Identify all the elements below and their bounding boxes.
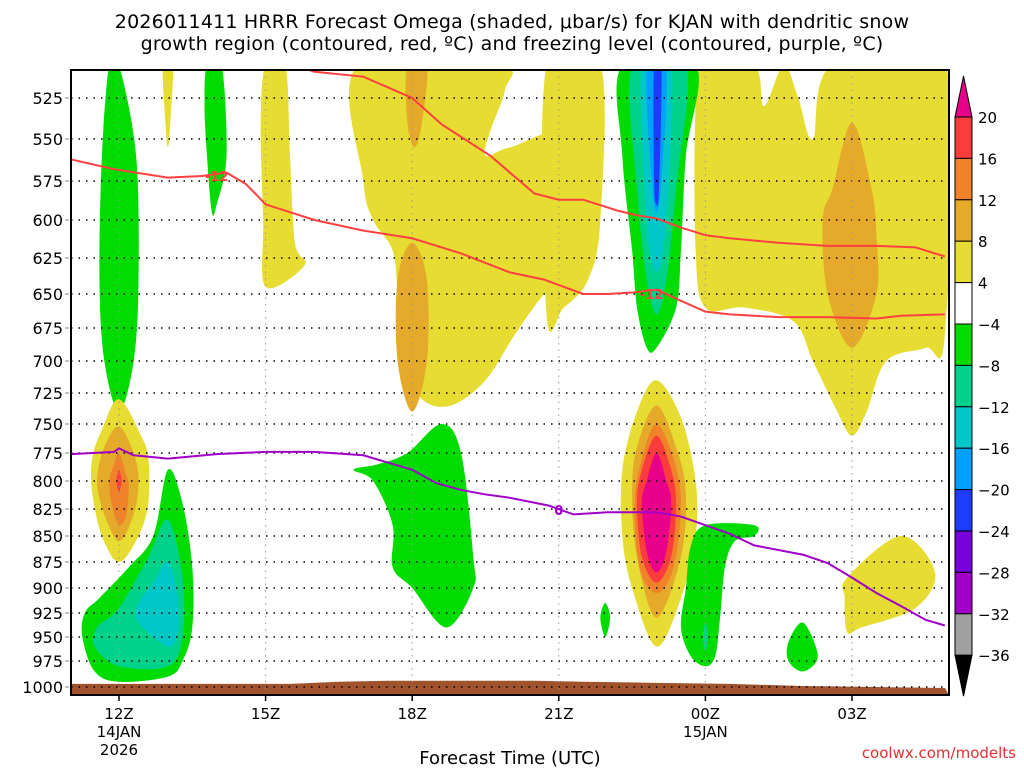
omega-region-green-0015 [680, 523, 759, 667]
y-tick-label-525: 525 [32, 89, 63, 108]
x-tick-date-12Z: 14JAN [97, 723, 142, 741]
y-tick-label-950: 950 [32, 628, 63, 647]
omega-region-yellow-0300-low [842, 535, 936, 635]
y-tick-label-700: 700 [32, 352, 63, 371]
freezing-contour-label: 0 [554, 504, 563, 519]
colorbar-label-4: 4 [978, 275, 988, 293]
colorbar-label-7: −12 [978, 399, 1010, 417]
contour-freezing-level [71, 447, 946, 627]
colorbar-label-1: 16 [978, 150, 997, 168]
contour-dgz-lower [306, 70, 946, 258]
y-tick-label-925: 925 [32, 604, 63, 623]
terrain-fill [71, 680, 949, 695]
omega-region-orange-18z [395, 242, 429, 412]
colorbar-swatch-12_16 [954, 157, 973, 201]
dgz-contour-label-0: -12 [205, 170, 229, 185]
colorbar-swatch-16_20 [954, 116, 973, 159]
y-tick-label-825: 825 [32, 500, 63, 519]
x-tick-label-12Z: 12Z [104, 705, 133, 723]
y-tick-label-625: 625 [32, 249, 63, 268]
credit-text: coolwx.com/modelts [862, 744, 1016, 762]
colorbar-label-12: −32 [978, 606, 1010, 624]
omega-region-darkblue-column-2330 [653, 70, 662, 207]
colorbar-label-3: 8 [978, 233, 988, 251]
colorbar-label-10: −24 [978, 523, 1010, 541]
colorbar-top-arrow [954, 75, 973, 118]
terrain-layer [71, 680, 949, 695]
colorbar-swatch-4_8 [954, 240, 973, 284]
y-tick-label-800: 800 [32, 472, 63, 491]
y-tick-label-775: 775 [32, 444, 63, 463]
omega-region-yellow-right-upper [694, 70, 949, 436]
y-tick-label-900: 900 [32, 579, 63, 598]
y-tick-label-1000: 1000 [22, 678, 63, 697]
colorbar-label-2: 12 [978, 192, 997, 210]
y-tick-label-675: 675 [32, 319, 63, 338]
y-tick-label-575: 575 [32, 172, 63, 191]
colorbar-swatch-m4_4 [954, 282, 973, 325]
omega-region-orange-top-17z [405, 70, 428, 148]
omega-region-yellow-sliver-13z [162, 70, 174, 148]
colorbar-label-5: −4 [978, 316, 1000, 334]
contour-dgz-upper [71, 158, 945, 320]
y-tick-label-550: 550 [32, 130, 63, 149]
y-tick-label-650: 650 [32, 285, 63, 304]
colorbar-swatch-8_12 [954, 199, 973, 242]
omega-shading-layer [81, 70, 949, 682]
y-tick-label-600: 600 [32, 211, 63, 230]
colorbar-label-11: −28 [978, 564, 1010, 582]
x-tick-label-15Z: 15Z [251, 705, 280, 723]
colorbar-swatch-m32_m28 [954, 571, 973, 615]
colorbar-swatch-m12_m8 [954, 364, 973, 408]
colorbar-swatch-m36_m32 [954, 613, 973, 656]
colorbar-bottom-arrow [954, 654, 973, 697]
colorbar-swatch-m28_m24 [954, 530, 973, 573]
colorbar: 20 16 12 8 4 −4 −8 −12 −16 −20 −24 −28 −32 −36 [954, 75, 1010, 697]
omega-region-cyan-13z-low [135, 561, 179, 647]
x-tick-label-21Z: 21Z [544, 705, 573, 723]
omega-region-yellow-20z-21z [541, 70, 605, 332]
omega-region-green-18z-19z [353, 424, 476, 628]
omega-region-green-column-12z [99, 70, 139, 412]
chart-title-line-2: growth region (contoured, red, ºC) and f… [140, 33, 884, 55]
y-tick-label-875: 875 [32, 553, 63, 572]
x-tick-label-18Z: 18Z [398, 705, 427, 723]
y-tick-label-725: 725 [32, 384, 63, 403]
omega-region-orange-right-03z [822, 122, 879, 348]
colorbar-label-8: −16 [978, 440, 1010, 458]
colorbar-swatch-m24_m20 [954, 489, 973, 532]
omega-region-yellow-15z [260, 70, 306, 289]
colorbar-label-9: −20 [978, 482, 1010, 500]
y-tick-label-975: 975 [32, 652, 63, 671]
colorbar-swatch-m16_m12 [954, 406, 973, 449]
colorbar-swatch-m20_m16 [954, 447, 973, 491]
colorbar-label-0: 20 [978, 109, 997, 127]
omega-region-green-sliver-14z [204, 70, 227, 216]
y-tick-label-850: 850 [32, 527, 63, 546]
chart-title-line-1: 2026011411 HRRR Forecast Omega (shaded, … [114, 11, 910, 33]
y-axis: 525 550 575 600 625 650 675 700 725 750 775 800 825 8… [22, 89, 69, 697]
x-tick-label-00Z: 00Z [691, 705, 720, 723]
grid-layer [71, 70, 949, 695]
x-tick-label-03Z: 03Z [837, 705, 866, 723]
omega-region-green-0130 [786, 622, 818, 672]
dgz-contour-label-1: -12 [640, 288, 664, 303]
plot-frame [70, 69, 950, 696]
x-axis-label: Forecast Time (UTC) [419, 748, 600, 768]
colorbar-label-6: −8 [978, 357, 1000, 375]
contour-layer: -12 -12 0 [71, 70, 946, 627]
colorbar-label-13: −36 [978, 647, 1010, 665]
x-tick-date-00Z: 15JAN [683, 723, 728, 741]
colorbar-swatch-m8_m4 [954, 323, 973, 366]
omega-region-green-sliver-2230 [600, 603, 611, 637]
x-tick-year-12Z: 2026 [100, 741, 138, 759]
y-tick-label-750: 750 [32, 415, 63, 434]
